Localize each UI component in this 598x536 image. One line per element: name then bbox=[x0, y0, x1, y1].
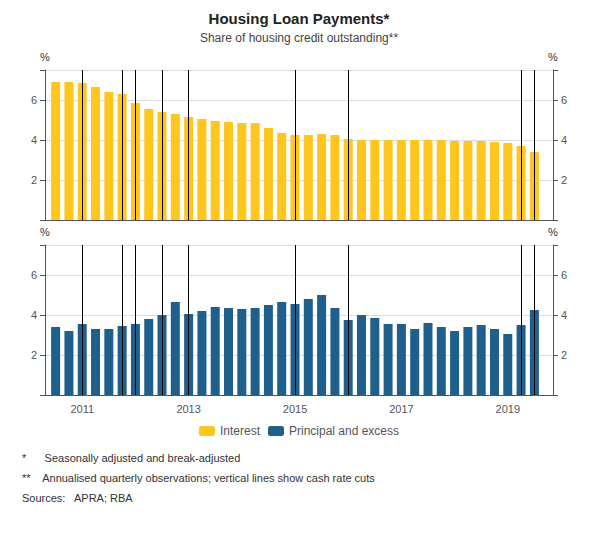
svg-text:%: % bbox=[40, 226, 50, 238]
svg-text:2017: 2017 bbox=[389, 403, 413, 415]
svg-text:2: 2 bbox=[561, 174, 567, 186]
svg-text:2011: 2011 bbox=[70, 403, 94, 415]
svg-text:2013: 2013 bbox=[176, 403, 200, 415]
svg-text:Interest: Interest bbox=[220, 424, 261, 438]
svg-text:2: 2 bbox=[31, 349, 37, 361]
svg-text:2019: 2019 bbox=[496, 403, 520, 415]
svg-text:Housing Loan Payments*: Housing Loan Payments* bbox=[209, 10, 390, 27]
svg-text:4: 4 bbox=[561, 309, 567, 321]
svg-text:6: 6 bbox=[31, 269, 37, 281]
svg-text:6: 6 bbox=[561, 269, 567, 281]
svg-text:* Seasonally adjusted and: * Seasonally adjusted and break-adjusted bbox=[22, 452, 240, 464]
svg-text:2: 2 bbox=[561, 349, 567, 361]
svg-text:%: % bbox=[548, 226, 558, 238]
svg-text:%: % bbox=[548, 51, 558, 63]
svg-text:2: 2 bbox=[31, 174, 37, 186]
svg-text:6: 6 bbox=[31, 94, 37, 106]
svg-text:Principal and excess: Principal and excess bbox=[289, 424, 399, 438]
svg-text:4: 4 bbox=[31, 134, 37, 146]
svg-text:6: 6 bbox=[561, 94, 567, 106]
svg-text:** Annualised quarterly obs: ** Annualised quarterly observations; ve… bbox=[22, 472, 375, 484]
svg-text:Sources: APRA; RBA: Sources: APRA; RBA bbox=[22, 492, 133, 504]
svg-text:%: % bbox=[40, 51, 50, 63]
svg-text:4: 4 bbox=[561, 134, 567, 146]
svg-text:4: 4 bbox=[31, 309, 37, 321]
svg-text:Share of housing credit outsta: Share of housing credit outstanding** bbox=[200, 31, 398, 45]
svg-text:2015: 2015 bbox=[283, 403, 307, 415]
